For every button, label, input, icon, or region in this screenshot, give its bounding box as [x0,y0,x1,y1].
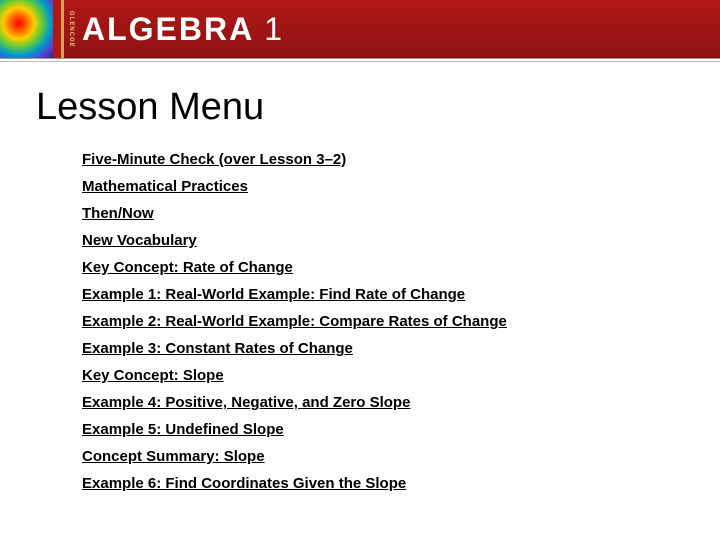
menu-item: Then/Now [82,205,684,223]
menu-item: Example 1: Real-World Example: Find Rate… [82,286,684,304]
menu-item: Example 3: Constant Rates of Change [82,340,684,358]
menu-link-new-vocabulary[interactable]: New Vocabulary [82,232,197,249]
textbook-title: ALGEBRA 1 [82,11,284,48]
menu-item: Key Concept: Slope [82,367,684,385]
content-area: Lesson Menu Five-Minute Check (over Less… [0,58,720,493]
menu-link-five-minute-check[interactable]: Five-Minute Check (over Lesson 3–2) [82,151,346,168]
textbook-header: GLENCOE ALGEBRA 1 [0,0,720,58]
menu-link-key-concept-rate[interactable]: Key Concept: Rate of Change [82,259,293,276]
page-title: Lesson Menu [36,86,684,129]
menu-item: Five-Minute Check (over Lesson 3–2) [82,151,684,169]
header-swirl-graphic [0,0,62,58]
menu-item: Example 2: Real-World Example: Compare R… [82,313,684,331]
menu-link-example-6[interactable]: Example 6: Find Coordinates Given the Sl… [82,475,406,492]
menu-item: Example 6: Find Coordinates Given the Sl… [82,475,684,493]
menu-link-example-2[interactable]: Example 2: Real-World Example: Compare R… [82,313,507,330]
menu-item: Example 5: Undefined Slope [82,421,684,439]
menu-item: New Vocabulary [82,232,684,250]
menu-link-example-1[interactable]: Example 1: Real-World Example: Find Rate… [82,286,465,303]
menu-link-example-4[interactable]: Example 4: Positive, Negative, and Zero … [82,394,410,411]
menu-link-then-now[interactable]: Then/Now [82,205,154,222]
menu-link-example-5[interactable]: Example 5: Undefined Slope [82,421,284,438]
title-main: ALGEBRA [82,11,254,47]
header-divider-lines [0,58,720,64]
menu-item: Example 4: Positive, Negative, and Zero … [82,394,684,412]
menu-link-math-practices[interactable]: Mathematical Practices [82,178,248,195]
menu-link-example-3[interactable]: Example 3: Constant Rates of Change [82,340,353,357]
menu-item: Concept Summary: Slope [82,448,684,466]
header-title-bar: GLENCOE ALGEBRA 1 [62,0,720,58]
menu-link-key-concept-slope[interactable]: Key Concept: Slope [82,367,224,384]
lesson-menu-list: Five-Minute Check (over Lesson 3–2) Math… [36,151,684,493]
menu-item: Mathematical Practices [82,178,684,196]
menu-item: Key Concept: Rate of Change [82,259,684,277]
menu-link-concept-summary[interactable]: Concept Summary: Slope [82,448,265,465]
publisher-vertical-label: GLENCOE [68,11,74,48]
title-number: 1 [264,11,284,47]
